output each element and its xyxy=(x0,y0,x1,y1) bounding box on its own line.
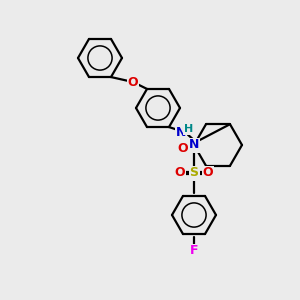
Text: N: N xyxy=(176,125,186,139)
Text: O: O xyxy=(175,167,185,179)
Text: S: S xyxy=(190,167,199,179)
Text: O: O xyxy=(128,76,138,88)
Text: N: N xyxy=(189,139,199,152)
Text: F: F xyxy=(190,244,198,257)
Text: O: O xyxy=(203,167,213,179)
Text: H: H xyxy=(184,124,194,134)
Text: O: O xyxy=(178,142,188,154)
